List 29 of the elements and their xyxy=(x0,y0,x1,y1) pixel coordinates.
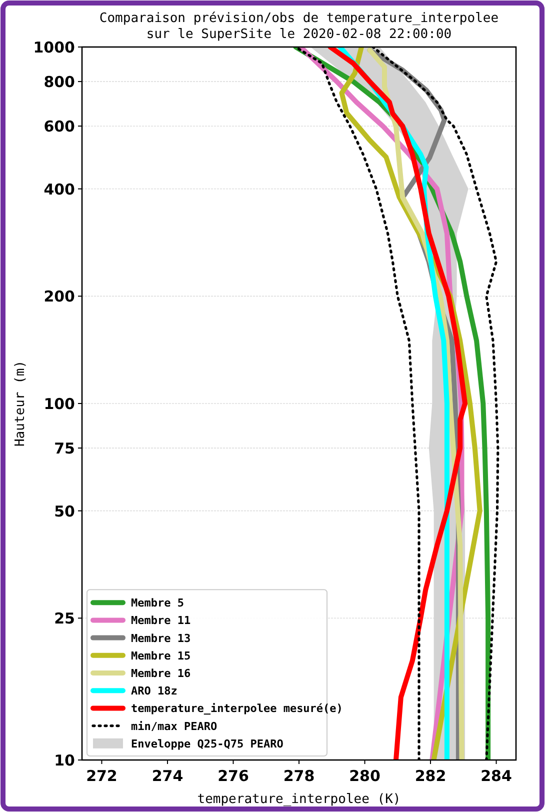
legend-label: Membre 11 xyxy=(131,614,191,628)
y-axis-title: Hauteur (m) xyxy=(13,360,28,447)
y-tick-label: 50 xyxy=(54,502,75,520)
y-tick-label: 10 xyxy=(54,752,75,770)
y-tick-label: 800 xyxy=(44,73,75,92)
chart-title: Comparaison prévision/obs de temperature_interpolee sur le SuperSite le 2020-02-08 22:00:00 xyxy=(99,11,499,42)
x-tick-label: 276 xyxy=(218,767,249,785)
y-tick-label: 100 xyxy=(44,395,75,413)
legend-label: Membre 15 xyxy=(131,649,191,662)
legend-label: Membre 16 xyxy=(131,667,191,680)
x-tick-label: 278 xyxy=(283,767,315,785)
x-tick-label: 280 xyxy=(349,767,380,785)
y-tick-label: 600 xyxy=(44,118,75,136)
y-tick-label: 75 xyxy=(54,440,75,458)
legend-label: Membre 13 xyxy=(131,632,191,645)
y-tick-label: 1000 xyxy=(33,38,75,56)
x-axis-title: temperature_interpolee (K) xyxy=(197,792,401,807)
y-tick-label: 200 xyxy=(44,288,75,306)
legend-label: temperature_interpolee mesuré(e) xyxy=(131,702,343,716)
x-tick-label: 284 xyxy=(480,767,512,785)
legend-label: Enveloppe Q25-Q75 PEARO xyxy=(131,737,284,750)
legend-label: ARO 18z xyxy=(131,684,178,698)
x-tick-label: 272 xyxy=(86,767,118,785)
legend-label: Membre 5 xyxy=(131,596,184,610)
y-tick-label: 25 xyxy=(54,610,75,628)
y-tick-label: 400 xyxy=(44,180,75,198)
legend-label: min/max PEARO xyxy=(131,720,218,733)
x-tick-label: 274 xyxy=(152,767,184,785)
x-tick-label: 282 xyxy=(414,767,446,785)
